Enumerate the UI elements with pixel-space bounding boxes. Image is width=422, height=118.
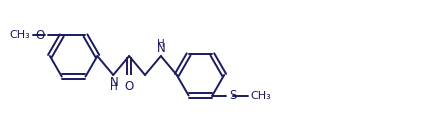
Text: CH₃: CH₃ — [251, 91, 272, 101]
Text: H: H — [110, 82, 118, 92]
Text: N: N — [157, 42, 165, 55]
Text: H: H — [157, 39, 165, 49]
Text: N: N — [110, 76, 119, 89]
Text: O: O — [124, 80, 134, 93]
Text: S: S — [229, 89, 236, 102]
Text: CH₃: CH₃ — [9, 30, 30, 40]
Text: O: O — [36, 29, 45, 42]
